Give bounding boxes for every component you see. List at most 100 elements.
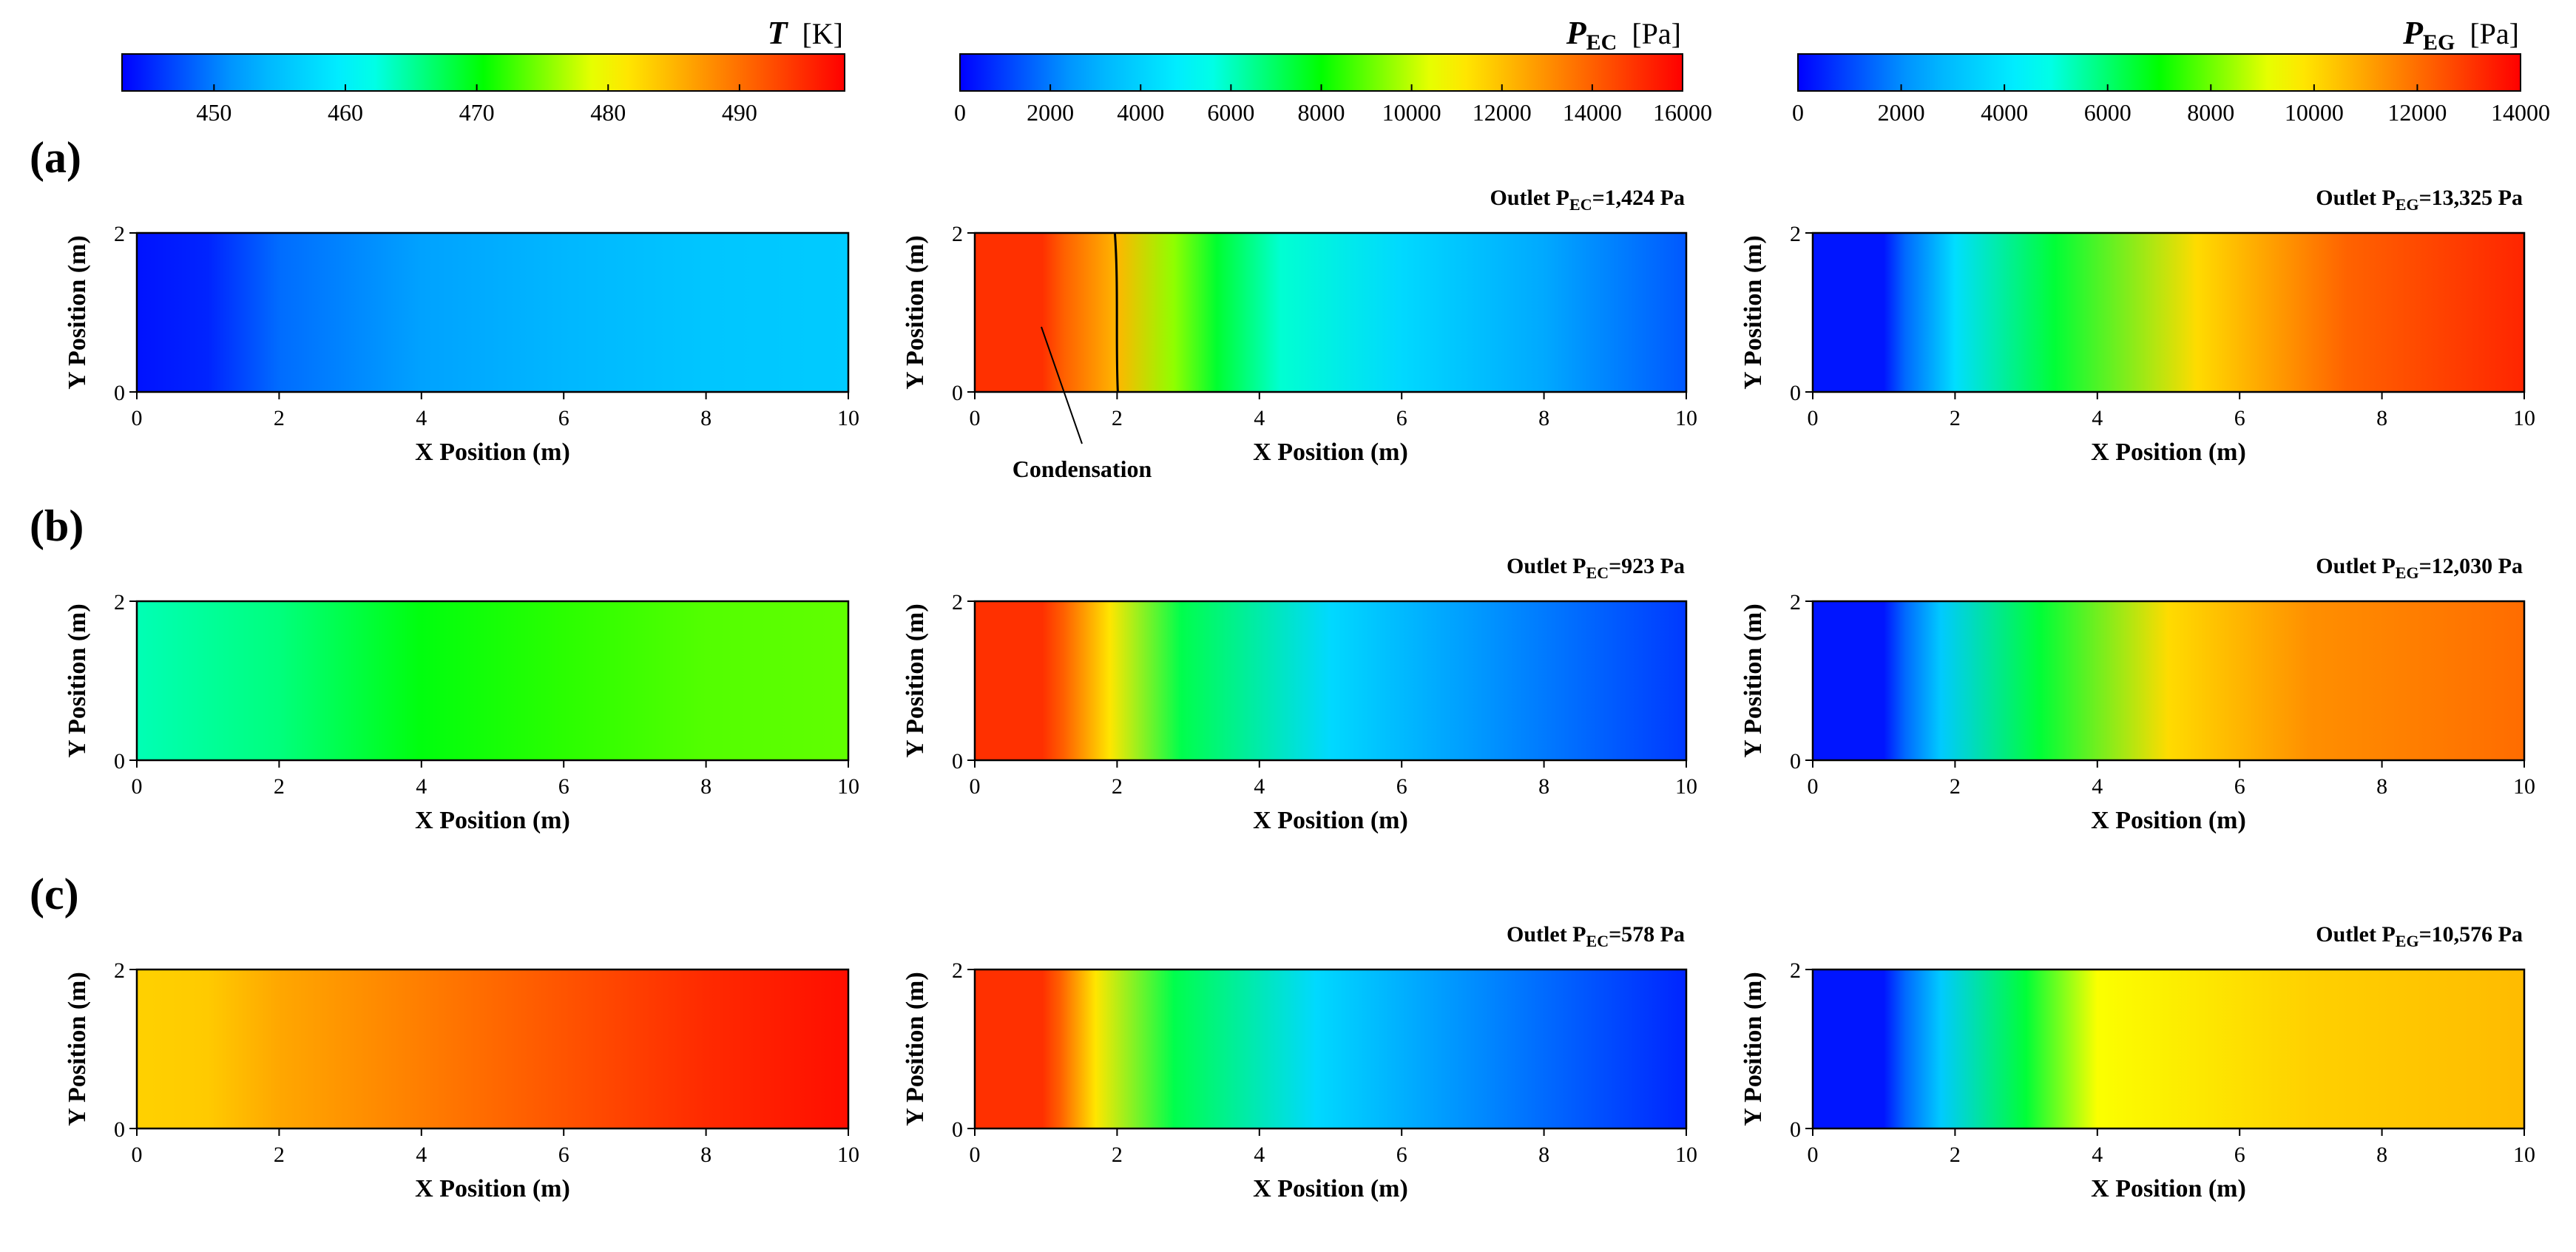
x-tick-label: 6 (2234, 774, 2245, 799)
colorbar-title: PEC [Pa] (1566, 15, 1681, 55)
contour-field (1813, 970, 2524, 1129)
x-tick-label: 8 (1538, 774, 1549, 799)
y-tick-label: 0 (1790, 749, 1801, 774)
outlet-pressure-label: Outlet PEG=12,030 Pa (2316, 554, 2523, 582)
x-axis-label: X Position (m) (415, 439, 570, 466)
y-tick-label: 2 (1790, 222, 1801, 246)
x-tick-label: 4 (2092, 1143, 2103, 1167)
y-tick-label: 2 (1790, 590, 1801, 615)
colorbar-tick-label: 460 (328, 99, 363, 126)
y-axis-label: Y Position (m) (902, 235, 929, 389)
x-tick-label: 0 (970, 1143, 981, 1167)
y-tick-label: 2 (952, 590, 963, 615)
y-axis-label: Y Position (m) (1740, 603, 1767, 757)
x-tick-label: 10 (1675, 774, 1697, 799)
x-tick-label: 4 (1254, 1143, 1265, 1167)
contour-field (1813, 601, 2524, 760)
x-axis-label: X Position (m) (415, 807, 570, 834)
colorbar-eg: 0 2000 4000 6000 8000 10000 12000 14000 PEG [Pa] (1792, 15, 2550, 126)
x-tick-label: 2 (274, 1143, 285, 1167)
colorbar-tick-label: 10000 (2285, 99, 2344, 126)
colorbar-tick-label: 6000 (1207, 99, 1254, 126)
contour-field (975, 233, 1686, 392)
plot-frame (135, 968, 850, 1130)
x-axis-label: X Position (m) (2091, 439, 2246, 466)
y-tick-label: 2 (114, 222, 125, 246)
y-tick-label: 0 (952, 749, 963, 774)
plot-frame (135, 600, 850, 762)
colorbar-tick-label: 480 (590, 99, 626, 126)
outlet-pressure-label: Outlet PEG=10,576 Pa (2316, 922, 2523, 950)
colorbar-tick-label: 14000 (2491, 99, 2550, 126)
colorbar-gradient (121, 53, 845, 92)
x-tick-label: 0 (970, 774, 981, 799)
condensation-pointer (1041, 326, 1083, 444)
colorbar-tick-label: 14000 (1563, 99, 1622, 126)
outlet-pressure-label: Outlet PEC=923 Pa (1507, 554, 1685, 582)
outlet-pressure-label: Outlet PEC=578 Pa (1507, 922, 1685, 950)
x-axis-label: X Position (m) (1253, 1175, 1408, 1202)
plot-frame (973, 968, 1688, 1130)
x-tick-label: 8 (2376, 406, 2387, 430)
x-tick-label: 6 (2234, 1143, 2245, 1167)
y-axis-label: Y Position (m) (64, 972, 91, 1126)
x-tick-label: 2 (274, 774, 285, 799)
plot-frame (1811, 231, 2526, 393)
x-axis-label: X Position (m) (415, 1175, 570, 1202)
colorbar-tick-label: 8000 (2187, 99, 2234, 126)
colorbar-tick-label: 490 (722, 99, 757, 126)
x-tick-label: 6 (558, 406, 569, 430)
colorbar-t: 450 460 470 480 490 T [K] (121, 15, 845, 126)
colorbar-tick-label: 12000 (2387, 99, 2447, 126)
x-tick-label: 6 (558, 774, 569, 799)
x-axis-label: X Position (m) (2091, 807, 2246, 834)
colorbar-tick-label: 10000 (1382, 99, 1441, 126)
contour-field (975, 601, 1686, 760)
contour-field (137, 233, 848, 392)
y-tick-label: 0 (114, 1117, 125, 1142)
contour-panel-p-eg: 0 2 4 6 8 10 0 2 X Position (m) Y Position (m) Out… (1740, 554, 2535, 834)
x-tick-label: 0 (1808, 774, 1819, 799)
x-tick-label: 6 (1396, 406, 1407, 430)
contour-panel-t: 0 2 4 6 8 10 0 2 X Position (m) Y Position (m) (64, 590, 859, 834)
contour-panel-p-eg: 0 2 4 6 8 10 0 2 X Position (m) Y Position (m) Out… (1740, 922, 2535, 1202)
colorbar-tick-label: 8000 (1298, 99, 1345, 126)
x-axis-label: X Position (m) (1253, 807, 1408, 834)
x-tick-label: 10 (2513, 406, 2535, 430)
condensation-boundary (1113, 232, 1119, 393)
x-tick-label: 6 (2234, 406, 2245, 430)
colorbar-title: PEG [Pa] (2402, 15, 2519, 55)
colorbar-tick-label: 4000 (1117, 99, 1164, 126)
contour-field (975, 970, 1686, 1129)
y-tick-label: 2 (952, 958, 963, 983)
x-tick-label: 10 (837, 1143, 859, 1167)
x-tick-label: 8 (700, 1143, 711, 1167)
colorbar-tick-label: 0 (954, 99, 966, 126)
x-tick-label: 6 (1396, 774, 1407, 799)
colorbar-tick-label: 0 (1792, 99, 1804, 126)
colorbar-tick-label: 470 (459, 99, 495, 126)
x-tick-label: 4 (1254, 406, 1265, 430)
x-axis-label: X Position (m) (1253, 439, 1408, 466)
x-tick-label: 2 (1112, 774, 1123, 799)
outlet-pressure-label: Outlet PEC=1,424 Pa (1490, 186, 1685, 214)
colorbar-ec: 0 2000 4000 6000 8000 10000 12000 14000 16000 PEC… (954, 15, 1712, 126)
contour-panel-t: 0 2 4 6 8 10 0 2 X Position (m) Y Position (m) (64, 958, 859, 1202)
condensation-label: Condensation (1013, 456, 1152, 482)
panel-label: (c) (30, 870, 79, 918)
plot-frame (1811, 968, 2526, 1130)
y-tick-label: 2 (952, 222, 963, 246)
colorbar-tick-label: 4000 (1981, 99, 2028, 126)
panel-label: (b) (30, 501, 84, 550)
x-tick-label: 2 (274, 406, 285, 430)
x-tick-label: 8 (2376, 774, 2387, 799)
y-axis-label: Y Position (m) (64, 603, 91, 757)
x-tick-label: 0 (970, 406, 981, 430)
colorbar-tick-label: 2000 (1878, 99, 1925, 126)
x-tick-label: 6 (1396, 1143, 1407, 1167)
x-tick-label: 2 (1950, 1143, 1961, 1167)
y-tick-label: 0 (114, 749, 125, 774)
contour-panel-p-ec: 0 2 4 6 8 10 0 2 X Position (m) Y Position (m) Out… (902, 186, 1697, 482)
plot-frame (1811, 600, 2526, 762)
